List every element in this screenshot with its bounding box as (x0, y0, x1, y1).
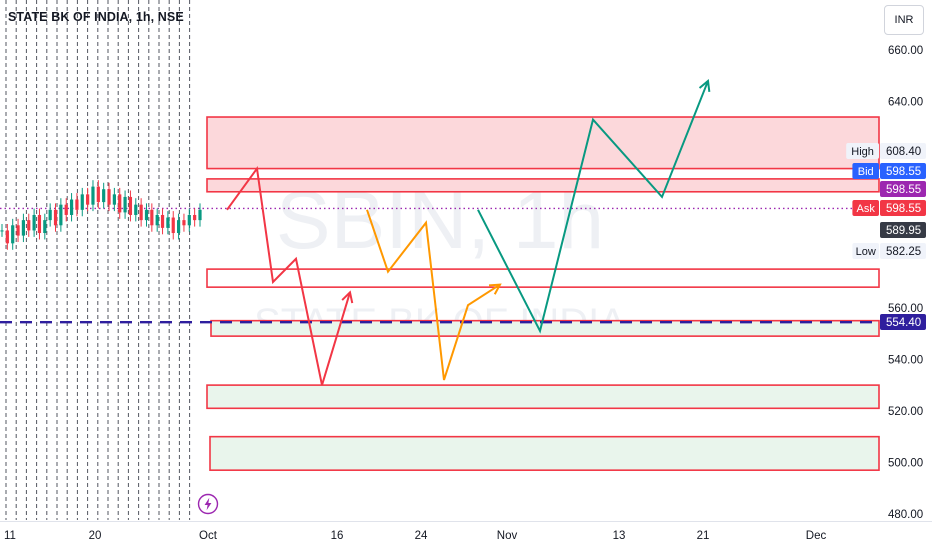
last-value-box (880, 181, 926, 197)
candle-body (198, 209, 202, 221)
price-axis-tick: 540.00 (888, 354, 923, 366)
candle-body (144, 209, 149, 221)
ask-value: 598.55 (886, 203, 921, 215)
time-axis-tick: 21 (697, 530, 710, 542)
low-label: Low (856, 246, 876, 258)
low-label-box (852, 243, 879, 259)
projection-arrowhead-green (698, 78, 711, 92)
candle-body (11, 225, 15, 244)
candle-body (32, 214, 36, 231)
candle-body (21, 220, 26, 236)
bid-value-box (880, 163, 926, 179)
price-axis-background (880, 0, 932, 522)
low-value: 582.25 (886, 246, 921, 258)
currency-badge[interactable]: INR (884, 5, 924, 35)
candle-body (43, 220, 47, 234)
replay-lightning-icon[interactable] (197, 493, 219, 515)
last-value: 598.55 (886, 184, 921, 196)
price-axis-tick: 660.00 (888, 45, 923, 57)
candle-body (102, 189, 106, 203)
time-axis-tick: 24 (415, 530, 428, 542)
price-axis-tick: 640.00 (888, 97, 923, 109)
projection-arrowhead-orange (488, 283, 502, 295)
candle-body (80, 194, 84, 210)
price-axis-tick: 480.00 (888, 509, 923, 521)
bid-value: 598.55 (886, 166, 921, 178)
time-axis-tick: 13 (613, 530, 626, 542)
candle-body (128, 196, 133, 215)
ask-label: Ask (857, 203, 876, 215)
low-value-box (880, 243, 926, 259)
candle-body (171, 217, 175, 234)
candle-body (69, 199, 74, 215)
candle-body (155, 214, 159, 226)
candle-body (37, 214, 42, 234)
level-value: 554.40 (886, 317, 921, 329)
candle-body (160, 214, 165, 228)
high-label-box (846, 143, 879, 159)
candle-body (134, 204, 138, 215)
zone-supply (206, 116, 880, 170)
candle-body (118, 194, 122, 213)
candle-body (59, 204, 63, 226)
candle-body (182, 220, 186, 226)
price-axis-tick: 520.00 (888, 406, 923, 418)
price-axis-tick: 560.00 (888, 303, 923, 315)
candle-body (112, 194, 116, 205)
projection-path-red (226, 165, 351, 386)
bid-label: Bid (858, 166, 874, 178)
ask-label-box (852, 200, 879, 216)
projection-path-green (477, 80, 709, 334)
ask-value-box (880, 200, 926, 216)
zone-supply (206, 178, 880, 193)
bid-label-box (852, 163, 879, 179)
level-value-box (880, 314, 926, 330)
candle-body (187, 214, 191, 226)
zone-demand (209, 435, 880, 471)
candle-body (16, 225, 20, 236)
candle-body (0, 230, 4, 232)
candle-body (75, 199, 79, 210)
time-axis-tick: 16 (331, 530, 344, 542)
candle-body (5, 230, 9, 244)
time-axis-tick: 11 (4, 530, 16, 542)
candle-body (53, 209, 58, 226)
candle-body (139, 204, 143, 221)
zone-demand (206, 384, 880, 410)
high-value-box (880, 143, 926, 159)
time-axis-tick: Dec (806, 530, 827, 542)
time-axis-tick: Oct (199, 530, 218, 542)
high-label: High (851, 146, 874, 158)
candle-body (96, 186, 100, 203)
close-value: 589.95 (886, 225, 921, 237)
candle-body (150, 209, 154, 226)
price-axis-tick: 500.00 (888, 457, 923, 469)
candle-body (107, 189, 111, 205)
candle-body (193, 214, 197, 221)
time-axis-tick: 20 (89, 530, 102, 542)
candle-body (176, 220, 181, 234)
candle-body (123, 196, 127, 213)
candle-body (86, 194, 90, 205)
candle-body (27, 220, 31, 231)
zone-demand (210, 319, 880, 337)
projection-path-orange (366, 209, 501, 381)
projection-arrowhead-red (341, 290, 354, 304)
symbol-title[interactable]: STATE BK OF INDIA, 1h, NSE (8, 10, 184, 24)
lightning-icon (197, 493, 219, 515)
candle-body (91, 186, 95, 205)
candle-body (48, 209, 52, 221)
high-value: 608.40 (886, 146, 921, 158)
candle-body (166, 217, 170, 228)
time-axis-tick: Nov (497, 530, 518, 542)
close-value-box (880, 222, 926, 238)
zone-resistance (206, 268, 880, 288)
candle-body (64, 204, 68, 215)
